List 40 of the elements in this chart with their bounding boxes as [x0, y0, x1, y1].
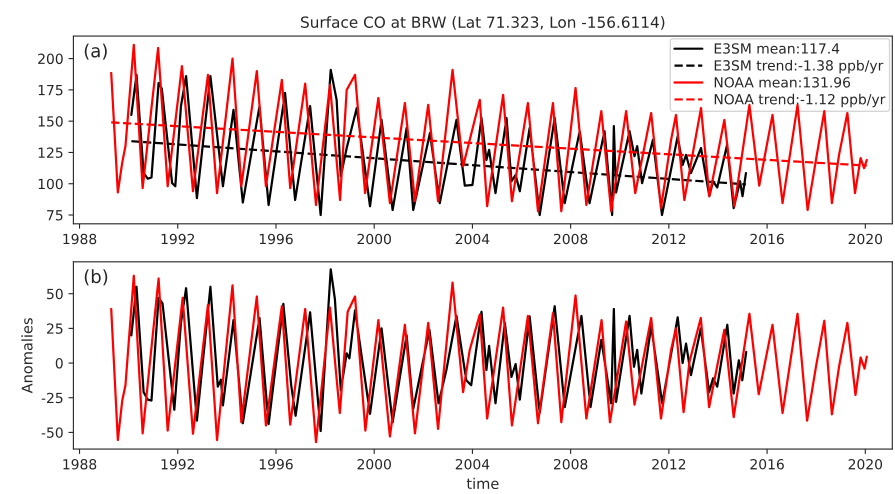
y-tick-label: 175: [38, 85, 62, 96]
x-tick-label: 2016: [750, 234, 784, 244]
annotation: (b): [84, 269, 108, 286]
x-tick-label: 1992: [162, 459, 194, 470]
x-tick-label: 2000: [358, 459, 391, 470]
y-tick-label: 0: [56, 358, 63, 369]
line-series: [130, 268, 748, 432]
legend-label: NOAA trend:-1.12 ppb/yr: [714, 94, 886, 108]
x-axis-title: time: [466, 478, 499, 490]
y-tick-label: 125: [38, 147, 62, 158]
annotation: (a): [84, 44, 107, 60]
x-tick-label: 1996: [260, 459, 293, 470]
legend-label: E3SM mean:117.4: [714, 43, 840, 54]
x-tick-label: 2008: [554, 234, 588, 244]
x-tick-label: 2004: [456, 234, 490, 244]
legend-label: E3SM trend:-1.38 ppb/yr: [714, 60, 884, 74]
x-tick-label: 2008: [554, 459, 588, 470]
y-tick-label: -50: [42, 427, 63, 438]
y-tick-label: 150: [38, 116, 63, 127]
y-tick-label: -25: [42, 392, 62, 404]
x-tick-label: 1988: [63, 234, 96, 244]
x-tick-label: 2016: [750, 459, 784, 470]
x-tick-label: 1988: [63, 459, 96, 470]
legend-label: NOAA mean:131.96: [714, 77, 850, 88]
y-tick-label: 75: [47, 210, 62, 220]
x-tick-label: 2000: [358, 234, 391, 244]
y-tick-label: 100: [38, 178, 63, 190]
line-series: [110, 274, 868, 444]
x-tick-label: 1996: [260, 234, 293, 244]
chart-title: Surface CO at BRW (Lat 71.323, Lon -156.6114): [301, 16, 664, 30]
x-tick-label: 2020: [848, 459, 882, 470]
y-tick-label: 200: [38, 54, 63, 64]
y-axis-title: Anomalies: [21, 318, 33, 394]
x-tick-label: 2020: [848, 234, 882, 244]
x-tick-label: 2012: [652, 234, 686, 244]
y-tick-label: 25: [47, 323, 62, 334]
x-tick-label: 1992: [162, 234, 194, 244]
x-tick-label: 2004: [456, 459, 490, 470]
x-tick-label: 2012: [652, 459, 686, 470]
y-tick-label: 50: [47, 288, 63, 300]
